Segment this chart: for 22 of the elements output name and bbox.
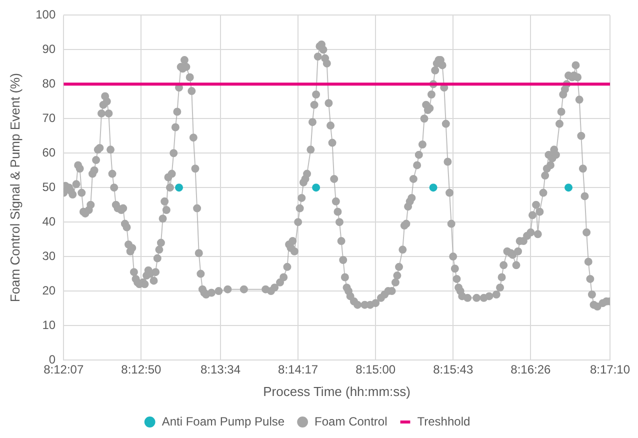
x-tick-label: 8:13:34 (200, 362, 241, 377)
y-tick-label: 10 (42, 318, 56, 332)
y-tick-label: 100 (36, 8, 56, 22)
y-tick-label: 70 (42, 110, 56, 125)
legend-label: Treshhold (417, 414, 470, 428)
y-tick-label: 50 (42, 180, 56, 194)
y-tick-label: 60 (42, 145, 56, 160)
y-tick-label: 90 (42, 42, 56, 56)
legend-label: Foam Control (314, 414, 388, 428)
x-tick-label: 8:15:43 (433, 362, 474, 377)
x-tick-label: 8:12:50 (121, 362, 162, 377)
x-tick-label: 8:17:10 (590, 362, 630, 377)
x-axis-title: Process Time (hh:mm:ss) (263, 384, 410, 399)
x-tick-label: 8:15:00 (356, 362, 396, 377)
legend-label: Anti Foam Pump Pulse (162, 414, 285, 428)
y-tick-label: 80 (42, 76, 56, 90)
y-tick-label: 40 (42, 214, 56, 228)
x-tick-label: 8:14:17 (278, 362, 318, 377)
y-tick-label: 30 (42, 248, 56, 263)
x-tick-label: 8:16:26 (510, 362, 551, 377)
y-tick-label: 20 (42, 283, 56, 298)
y-axis-title: Foam Control Signal & Pump Event (%) (7, 73, 22, 302)
